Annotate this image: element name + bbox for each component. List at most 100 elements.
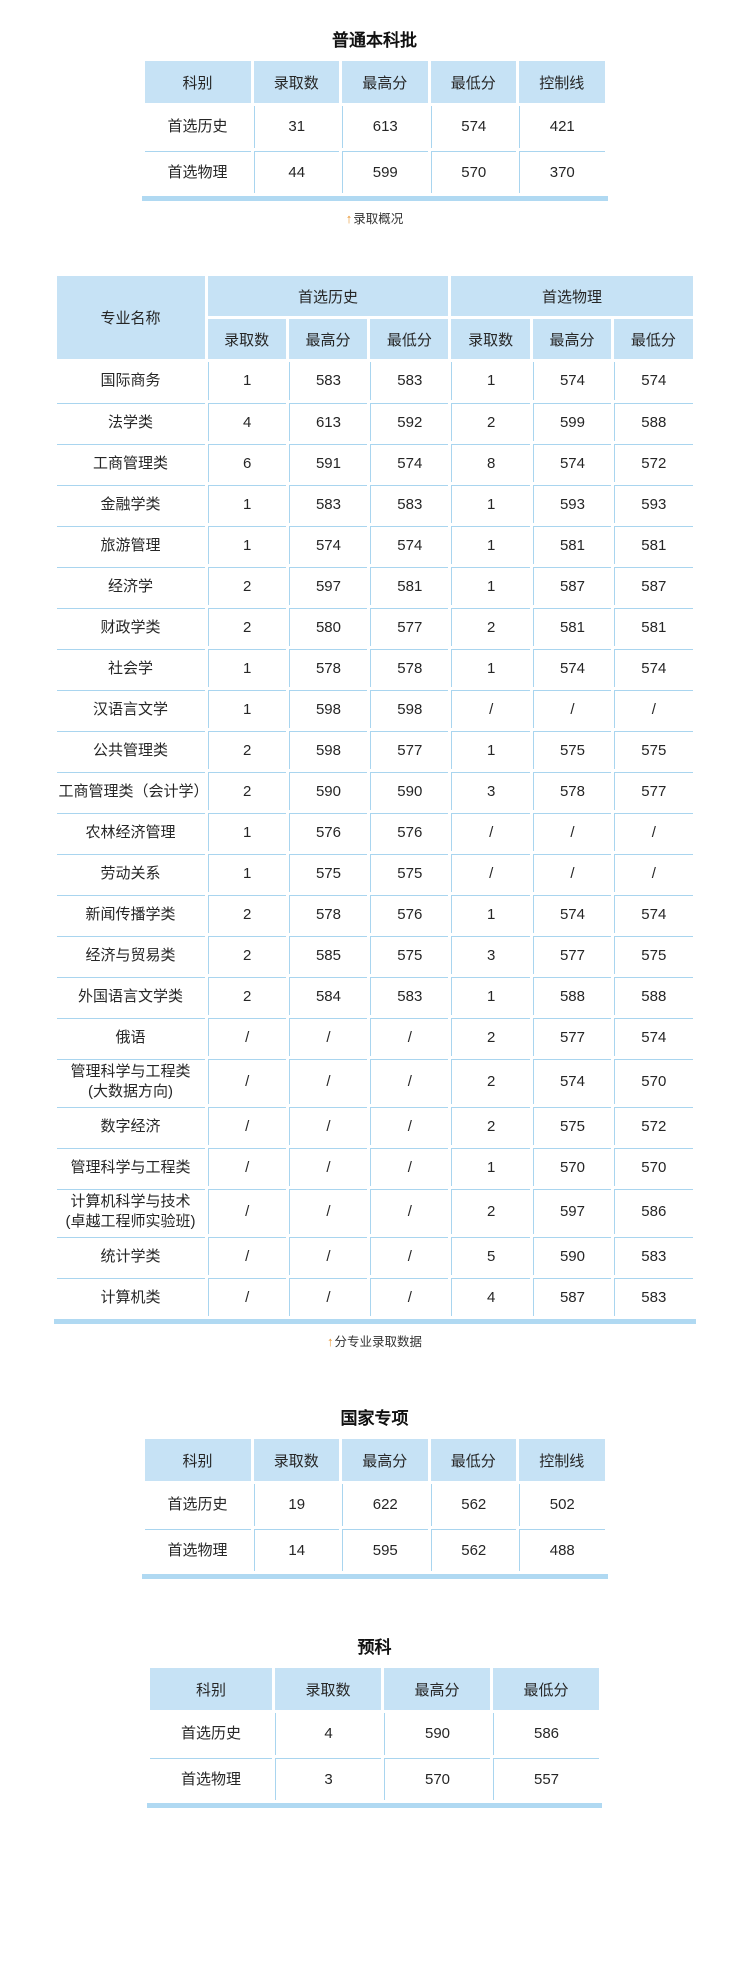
- value-cell: 19: [253, 1484, 339, 1526]
- value-cell: 613: [288, 403, 368, 441]
- value-cell: 581: [614, 526, 693, 564]
- value-cell: 599: [342, 151, 428, 193]
- value-cell: 1: [451, 731, 530, 769]
- preparatory-title: 预科: [357, 1638, 392, 1657]
- value-cell: 574: [288, 526, 368, 564]
- row-label-cell: 统计学类: [56, 1237, 205, 1275]
- value-cell: 8: [451, 444, 530, 482]
- value-cell: 576: [288, 813, 368, 851]
- value-cell: 4: [275, 1713, 381, 1755]
- value-cell: 622: [342, 1484, 428, 1526]
- value-cell: 583: [370, 362, 449, 400]
- header-cell: 录取数: [451, 319, 530, 359]
- value-cell: 575: [614, 936, 693, 974]
- table-bottom-bar: [141, 1574, 608, 1579]
- value-cell: /: [207, 1107, 286, 1145]
- value-cell: 578: [370, 649, 449, 687]
- table-row: 外国语言文学类 2 584 583 1 588 588: [56, 977, 693, 1015]
- by-major-table: 专业名称 首选历史 首选物理 录取数 最高分 最低分 录取数 最高分 最低分 国际商务 1 5…: [54, 273, 696, 1319]
- header-row: 科别 录取数 最高分 最低分 控制线: [144, 1439, 605, 1481]
- value-cell: 583: [370, 485, 449, 523]
- value-cell: 581: [532, 526, 612, 564]
- value-cell: 570: [614, 1148, 693, 1186]
- table-row: 经济学 2 597 581 1 587 587: [56, 567, 693, 605]
- value-cell: 584: [288, 977, 368, 1015]
- header-cell: 控制线: [519, 1439, 605, 1481]
- value-cell: 583: [288, 485, 368, 523]
- row-label-cell: 计算机类: [56, 1278, 205, 1316]
- value-cell: 585: [288, 936, 368, 974]
- value-cell: 421: [519, 106, 605, 148]
- row-label-cell: 工商管理类（会计学）: [56, 772, 209, 810]
- value-cell: 598: [288, 731, 368, 769]
- value-cell: 1: [451, 526, 530, 564]
- table-row: 公共管理类 2 598 577 1 575 575: [56, 731, 693, 769]
- table-row: 首选物理 3 570 557: [150, 1758, 599, 1800]
- value-cell: 590: [532, 1237, 612, 1275]
- value-cell: /: [207, 1237, 286, 1275]
- table-row: 国际商务 1 583 583 1 574 574: [56, 362, 693, 400]
- caption-text: 录取概况: [353, 212, 404, 226]
- row-label-cell: 国际商务: [56, 362, 205, 400]
- value-cell: /: [207, 1148, 286, 1186]
- value-cell: 578: [532, 772, 612, 810]
- value-cell: 597: [532, 1189, 612, 1234]
- value-cell: /: [288, 1278, 368, 1316]
- value-cell: /: [288, 1148, 368, 1186]
- row-label-cell: 新闻传播学类: [56, 895, 205, 933]
- table-row: 统计学类 / //5 590 583: [56, 1237, 693, 1275]
- value-cell: 570: [614, 1059, 693, 1104]
- value-cell: 574: [532, 362, 612, 400]
- table-row: 劳动关系 1 575 575// /: [56, 854, 693, 892]
- value-cell: 577: [532, 1018, 612, 1056]
- value-cell: 1: [451, 649, 530, 687]
- value-cell: /: [614, 854, 693, 892]
- row-label-cell: 公共管理类: [56, 731, 205, 769]
- value-cell: 1: [207, 485, 286, 523]
- value-cell: 1: [451, 977, 530, 1015]
- value-cell: 488: [519, 1529, 605, 1571]
- value-cell: 588: [614, 977, 693, 1015]
- header-cell: 最低分: [430, 61, 516, 103]
- admissions-data-page: 普通本科批 科别 录取数 最高分 最低分 控制线 首选历史 31 613 574 421 首选物理…: [0, 26, 749, 1808]
- header-cell: 最高分: [532, 319, 612, 359]
- header-cell: 控制线: [519, 61, 605, 103]
- value-cell: 599: [532, 403, 612, 441]
- value-cell: /: [614, 813, 693, 851]
- table-row: 首选物理 44 599 570 370: [144, 151, 605, 193]
- table-row: 汉语言文学 1 598 598// /: [56, 690, 693, 728]
- value-cell: 574: [430, 106, 516, 148]
- row-label-cell: 劳动关系: [56, 854, 205, 892]
- table-row: 数字经济 / //2 575 572: [56, 1107, 693, 1145]
- section-general-batch: 普通本科批 科别 录取数 最高分 最低分 控制线 首选历史 31 613 574 421 首选物理…: [0, 26, 749, 227]
- table-body: 国际商务 1 583 583 1 574 574 法学类 4 613 592 2 599 588 工商管理类…: [56, 362, 693, 1316]
- header-cell: 最低分: [493, 1668, 599, 1710]
- value-cell: /: [207, 1059, 286, 1104]
- table-row: 首选历史 19 622 562 502: [144, 1484, 605, 1526]
- value-cell: 575: [288, 854, 368, 892]
- value-cell: /: [288, 1189, 368, 1234]
- value-cell: 2: [451, 403, 530, 441]
- by-major-caption: ↑分专业录取数据: [0, 1331, 749, 1350]
- table-row: 首选历史 4 590 586: [150, 1713, 599, 1755]
- value-cell: /: [451, 690, 530, 728]
- value-cell: 574: [532, 649, 612, 687]
- value-cell: 586: [493, 1713, 599, 1755]
- value-cell: 1: [207, 649, 286, 687]
- value-cell: /: [288, 1018, 368, 1056]
- value-cell: /: [532, 690, 612, 728]
- value-cell: 2: [207, 895, 286, 933]
- value-cell: 587: [614, 567, 693, 605]
- value-cell: 570: [384, 1758, 490, 1800]
- up-arrow-icon: ↑: [326, 1334, 334, 1349]
- value-cell: 595: [342, 1529, 428, 1571]
- value-cell: /: [532, 854, 612, 892]
- value-cell: 2: [451, 1018, 530, 1056]
- value-cell: 574: [370, 444, 449, 482]
- value-cell: /: [207, 1018, 286, 1056]
- value-cell: 5: [451, 1237, 530, 1275]
- row-label-cell: 经济学: [56, 567, 205, 605]
- table-row: 法学类 4 613 592 2 599 588: [56, 403, 693, 441]
- value-cell: 575: [532, 731, 612, 769]
- value-cell: 370: [519, 151, 605, 193]
